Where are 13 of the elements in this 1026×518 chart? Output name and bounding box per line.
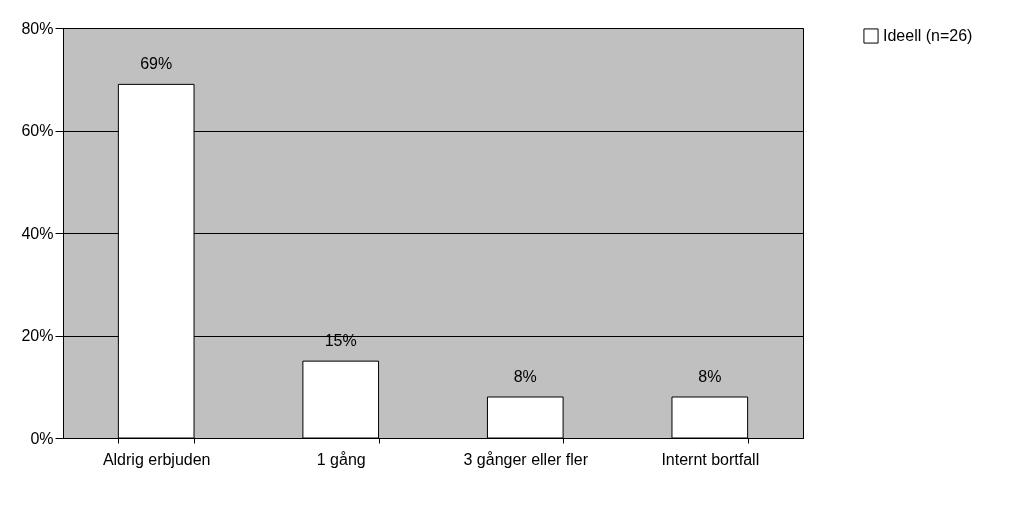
y-tick-label: 80% (21, 19, 54, 37)
y-tick-label: 40% (21, 224, 54, 242)
y-tick-label: 60% (21, 122, 54, 139)
x-tick-label: 1 gång (316, 450, 366, 468)
y-tick-label: 20% (21, 327, 54, 344)
x-tick-label: Internt bortfall (661, 450, 760, 468)
x-tick-label: 3 gånger eller fler (463, 450, 589, 468)
legend-label: Ideell (n=26) (883, 27, 973, 44)
data-label: 8% (698, 368, 722, 385)
y-tick-label: 0% (30, 429, 54, 447)
data-label: 8% (513, 368, 537, 385)
data-label: 69% (140, 55, 173, 73)
x-tick-label: Aldrig erbjuden (102, 450, 211, 468)
